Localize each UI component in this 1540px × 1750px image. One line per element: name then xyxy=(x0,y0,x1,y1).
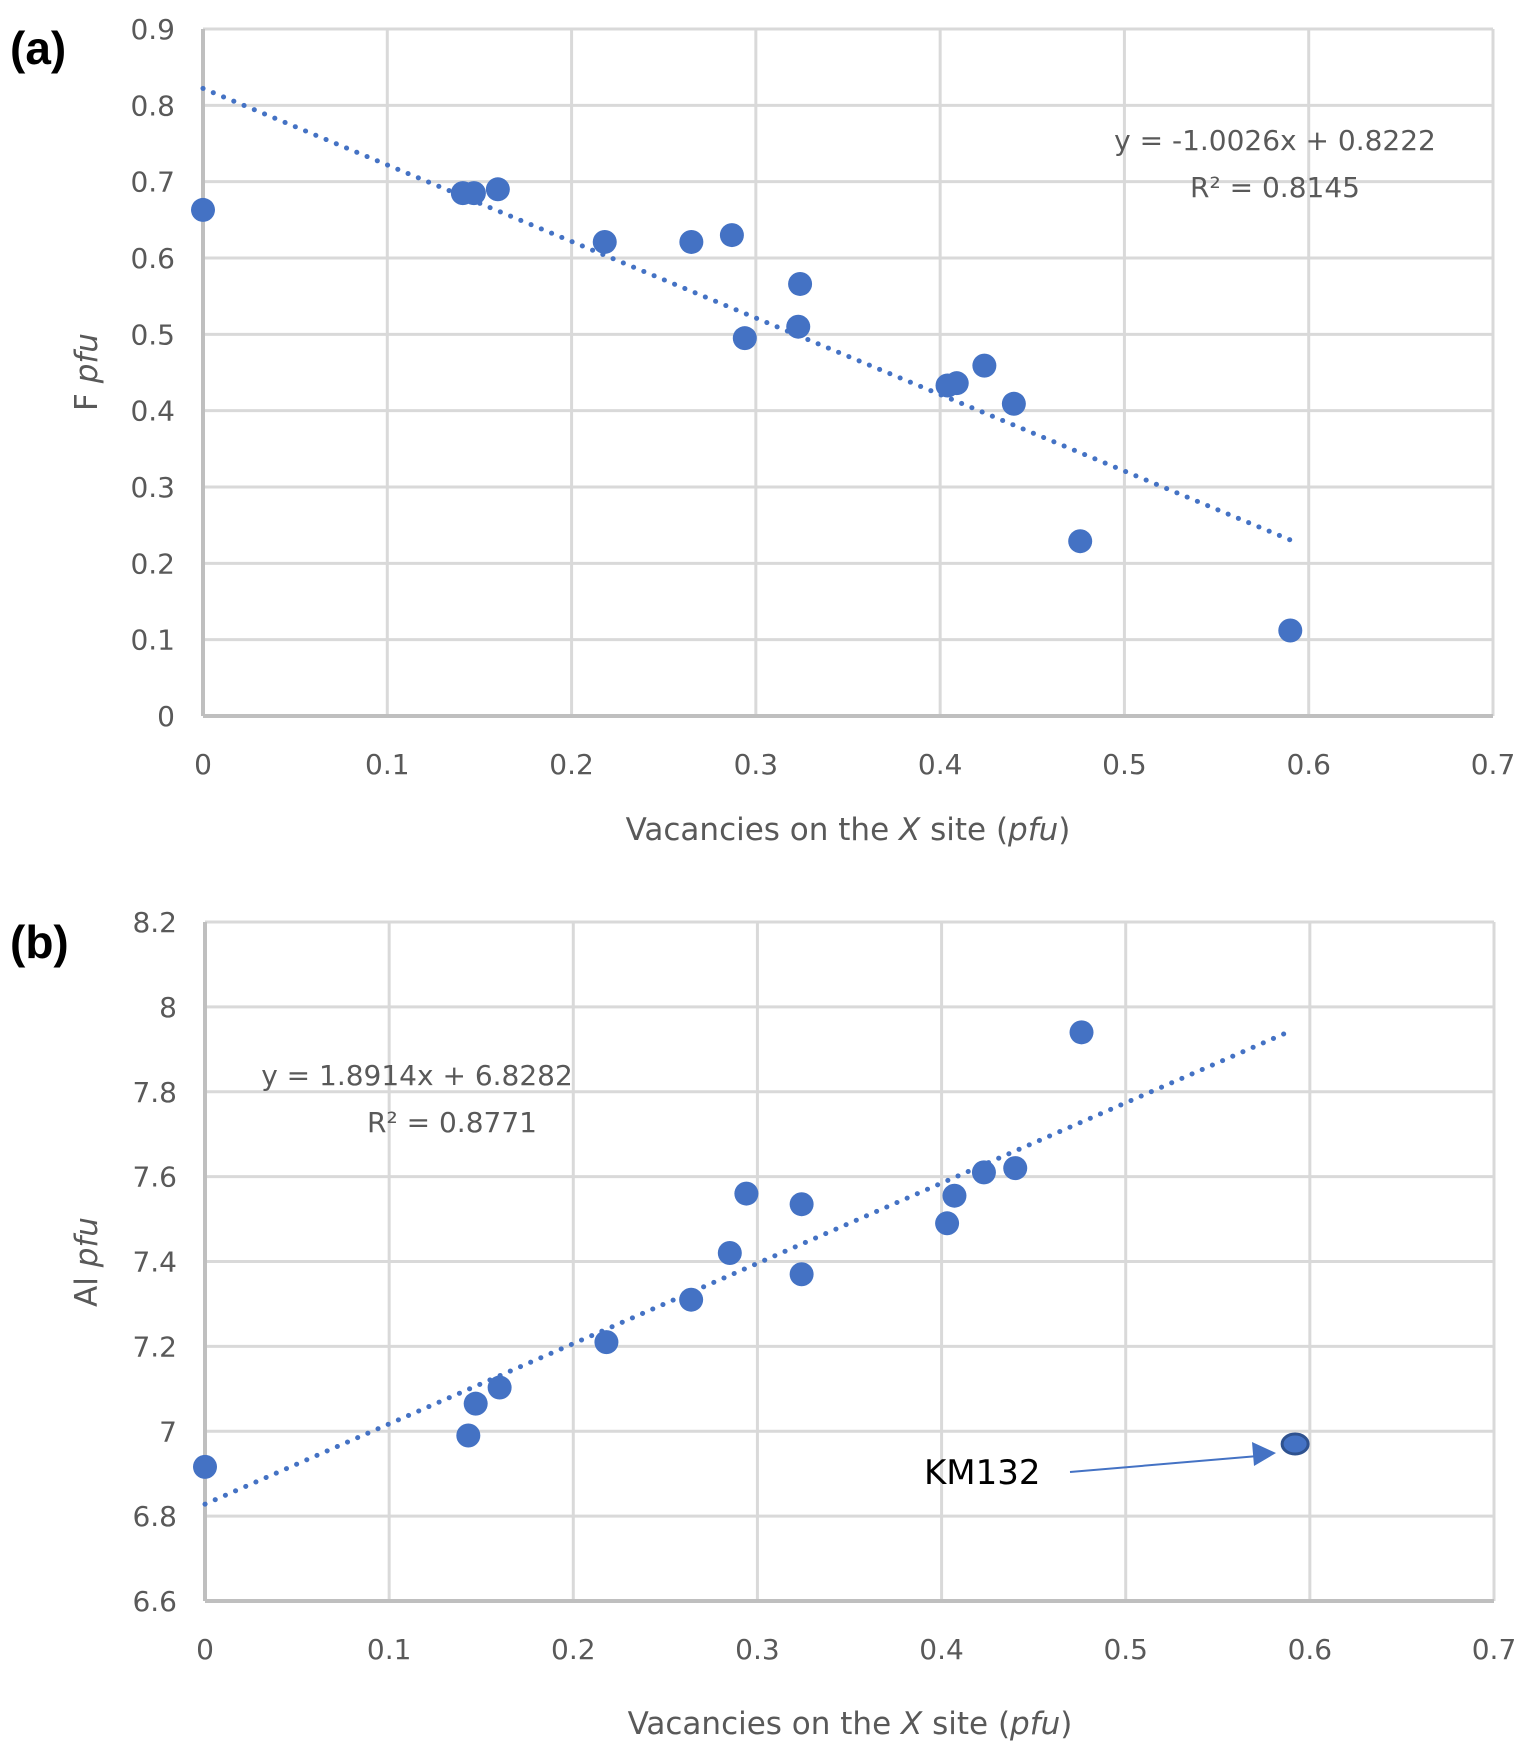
panel-b-r-squared: R² = 0.8771 xyxy=(367,1106,537,1139)
x-tick-label: 0.5 xyxy=(1102,748,1147,781)
panel-a-y-axis-title: F pfu xyxy=(69,333,105,411)
x-tick-label: 0.7 xyxy=(1472,1633,1517,1666)
x-tick-label: 0.3 xyxy=(734,748,779,781)
panel-a-gridlines xyxy=(203,27,1495,716)
data-point xyxy=(1068,529,1093,554)
y-tick-label: 7 xyxy=(159,1415,177,1448)
data-point xyxy=(1003,1156,1028,1181)
x-tick-label: 0.7 xyxy=(1471,748,1516,781)
y-tick-label: 0.8 xyxy=(130,89,175,122)
data-point xyxy=(734,1181,759,1206)
x-tick-label: 0.6 xyxy=(1286,748,1331,781)
x-tick-label: 0.3 xyxy=(735,1633,780,1666)
data-point xyxy=(679,1287,704,1312)
data-point xyxy=(461,181,486,206)
x-tick-label: 0.1 xyxy=(367,1633,412,1666)
panel-b-label: (b) xyxy=(10,916,69,968)
data-point xyxy=(717,1241,742,1266)
panel-a-x-axis-title: Vacancies on the X site (pfu) xyxy=(626,812,1071,848)
x-tick-label: 0.2 xyxy=(549,748,594,781)
data-point xyxy=(786,314,811,339)
panel-b-axes xyxy=(203,922,1494,1603)
panel-b-trendline xyxy=(202,1028,1294,1507)
panel-b-points xyxy=(193,1020,1310,1479)
x-tick-label: 0 xyxy=(196,1633,214,1666)
y-tick-label: 0.1 xyxy=(130,624,175,657)
panel-a: (a) 0 0.1 0.2 0.3 0.4 0.5 0.6 0.7 0.8 0.9 0 0.1 0.2… xyxy=(10,13,1515,848)
data-point xyxy=(456,1423,481,1448)
data-point xyxy=(1001,391,1026,416)
panel-a-equation: y = -1.0026x + 0.8222 xyxy=(1114,124,1436,157)
data-point xyxy=(789,1192,814,1217)
data-point xyxy=(191,197,215,222)
y-tick-label: 0.6 xyxy=(130,242,175,275)
x-tick-label: 0.1 xyxy=(365,748,410,781)
panel-a-y-ticks: 0 0.1 0.2 0.3 0.4 0.5 0.6 0.7 0.8 0.9 xyxy=(130,13,175,733)
trendline xyxy=(200,85,1293,543)
y-tick-label: 0 xyxy=(157,700,175,733)
km132-annotation: KM132 xyxy=(924,1442,1276,1493)
data-point xyxy=(594,1330,619,1355)
x-tick-label: 0 xyxy=(194,748,212,781)
panel-a-points xyxy=(191,177,1303,643)
x-tick-label: 0.4 xyxy=(918,748,963,781)
data-point xyxy=(463,1391,488,1416)
data-point xyxy=(592,229,617,254)
panel-b-y-axis-title: Al pfu xyxy=(69,1217,105,1307)
panel-b-x-ticks: 0 0.1 0.2 0.3 0.4 0.5 0.6 0.7 xyxy=(196,1633,1516,1666)
data-point xyxy=(944,371,969,396)
annotation-arrowhead-icon xyxy=(1252,1442,1276,1466)
y-tick-label: 0.5 xyxy=(130,318,175,351)
y-tick-label: 7.2 xyxy=(132,1330,177,1363)
data-point xyxy=(971,1160,996,1185)
km132-label: KM132 xyxy=(924,1453,1041,1493)
x-tick-label: 0.4 xyxy=(919,1633,964,1666)
data-point xyxy=(193,1454,217,1479)
annotation-arrow-line xyxy=(1069,1454,1271,1473)
y-tick-label: 6.6 xyxy=(132,1585,177,1618)
data-point xyxy=(788,271,813,296)
data-point xyxy=(942,1183,967,1208)
y-tick-label: 0.9 xyxy=(130,13,175,46)
y-tick-label: 7.6 xyxy=(132,1161,177,1194)
data-point xyxy=(732,326,757,351)
panel-b-y-ticks: 6.6 6.8 7 7.2 7.4 7.6 7.8 8 8.2 xyxy=(132,906,177,1618)
y-tick-label: 0.4 xyxy=(130,395,175,428)
x-tick-label: 0.2 xyxy=(551,1633,596,1666)
panel-a-trendline xyxy=(200,85,1293,543)
y-tick-label: 8 xyxy=(159,991,177,1024)
data-point xyxy=(789,1262,814,1287)
panel-a-r-squared: R² = 0.8145 xyxy=(1190,171,1360,204)
trendline xyxy=(202,1028,1294,1507)
panel-b-equation: y = 1.8914x + 6.8282 xyxy=(261,1059,573,1092)
y-tick-label: 7.4 xyxy=(132,1246,177,1279)
x-tick-label: 0.5 xyxy=(1103,1633,1148,1666)
y-tick-label: 8.2 xyxy=(132,906,177,939)
data-point xyxy=(679,229,704,254)
data-point xyxy=(1278,618,1303,643)
panel-a-axes xyxy=(201,29,1493,718)
data-point xyxy=(972,353,997,378)
data-point xyxy=(1069,1020,1094,1045)
panel-b-gridlines xyxy=(205,920,1496,1601)
y-tick-label: 0.3 xyxy=(130,471,175,504)
y-tick-label: 0.7 xyxy=(130,166,175,199)
panel-b: (b) 6.6 6.8 7 7.2 7.4 7.6 7.8 8 8.2 0 0.1 0.2 0.3 0.… xyxy=(10,906,1516,1742)
y-tick-label: 0.2 xyxy=(130,547,175,580)
panel-a-x-ticks: 0 0.1 0.2 0.3 0.4 0.5 0.6 0.7 xyxy=(194,748,1515,781)
panel-a-label: (a) xyxy=(10,22,66,74)
y-tick-label: 7.8 xyxy=(132,1076,177,1109)
y-tick-label: 6.8 xyxy=(132,1500,177,1533)
data-point xyxy=(719,223,744,248)
panel-b-x-axis-title: Vacancies on the X site (pfu) xyxy=(628,1706,1073,1742)
data-point-km132 xyxy=(1280,1432,1310,1456)
data-point xyxy=(485,177,510,202)
x-tick-label: 0.6 xyxy=(1288,1633,1333,1666)
data-point xyxy=(935,1211,960,1236)
data-point xyxy=(487,1375,512,1400)
